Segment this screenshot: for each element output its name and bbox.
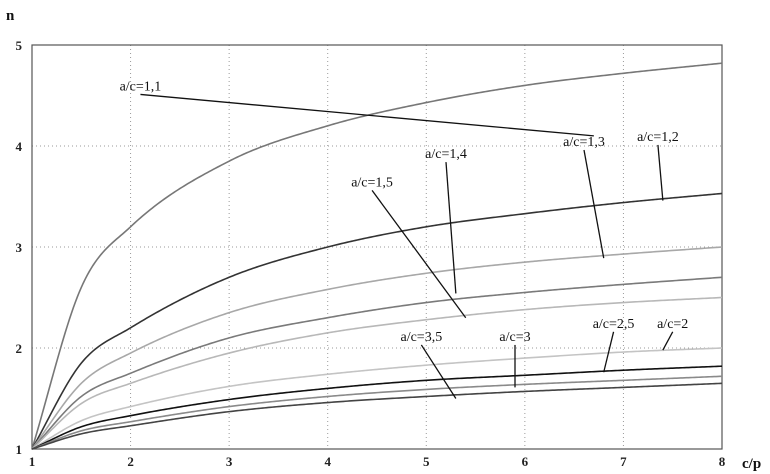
- y-tick-label: 2: [16, 341, 23, 356]
- curve-label: a/c=2,5: [593, 317, 635, 332]
- grid: [32, 45, 722, 449]
- x-tick-label: 1: [29, 454, 36, 469]
- curve-label: a/c=1,1: [120, 79, 162, 94]
- label-leader-line: [657, 144, 664, 201]
- series-line: [31, 382, 723, 450]
- x-tick-label: 8: [719, 454, 726, 469]
- series-line: [31, 62, 723, 450]
- series-line: [31, 365, 723, 450]
- series-line: [31, 296, 723, 450]
- x-tick-label: 7: [620, 454, 627, 469]
- curve-label: a/c=1,3: [563, 135, 605, 150]
- curve-label: a/c=3: [499, 330, 530, 345]
- series-line: [31, 375, 723, 450]
- label-leaders: [140, 93, 674, 399]
- y-tick-label: 1: [16, 442, 23, 457]
- curve-label: a/c=1,4: [425, 147, 467, 162]
- curves: [31, 62, 723, 450]
- label-leader-line: [583, 149, 605, 259]
- y-tick-label: 3: [16, 240, 23, 255]
- x-tick-label: 3: [226, 454, 233, 469]
- curve-labels: a/c=1,1 a/c=1,2 a/c=1,3 a/c=1,4 a/c=1,5 a/c=2…: [120, 79, 689, 344]
- x-tick-label: 5: [423, 454, 430, 469]
- label-leader-line: [603, 331, 615, 373]
- label-leader-line: [445, 162, 457, 294]
- series-line: [31, 347, 723, 450]
- curve-label: a/c=2: [657, 317, 688, 332]
- label-leader-line: [420, 344, 457, 399]
- y-tick-label: 4: [16, 139, 23, 154]
- label-leader-line: [140, 93, 594, 137]
- series-line: [31, 192, 723, 450]
- series-line: [31, 276, 723, 450]
- y-tick-label: 5: [16, 38, 23, 53]
- label-leader-line: [662, 331, 674, 351]
- label-leader-line: [371, 190, 467, 319]
- y-axis-title: n: [6, 8, 15, 24]
- x-tick-label: 4: [324, 454, 331, 469]
- x-tick-label: 6: [522, 454, 529, 469]
- curve-label: a/c=3,5: [400, 330, 442, 345]
- curve-label: a/c=1,5: [351, 175, 393, 190]
- x-axis-title: c/p: [742, 456, 761, 472]
- x-tick-label: 2: [127, 454, 134, 469]
- series-line: [31, 246, 723, 450]
- tick-labels: 1 2 3 4 5 6 7 8 1 2 3 4 5: [16, 38, 726, 469]
- curve-label: a/c=1,2: [637, 130, 679, 145]
